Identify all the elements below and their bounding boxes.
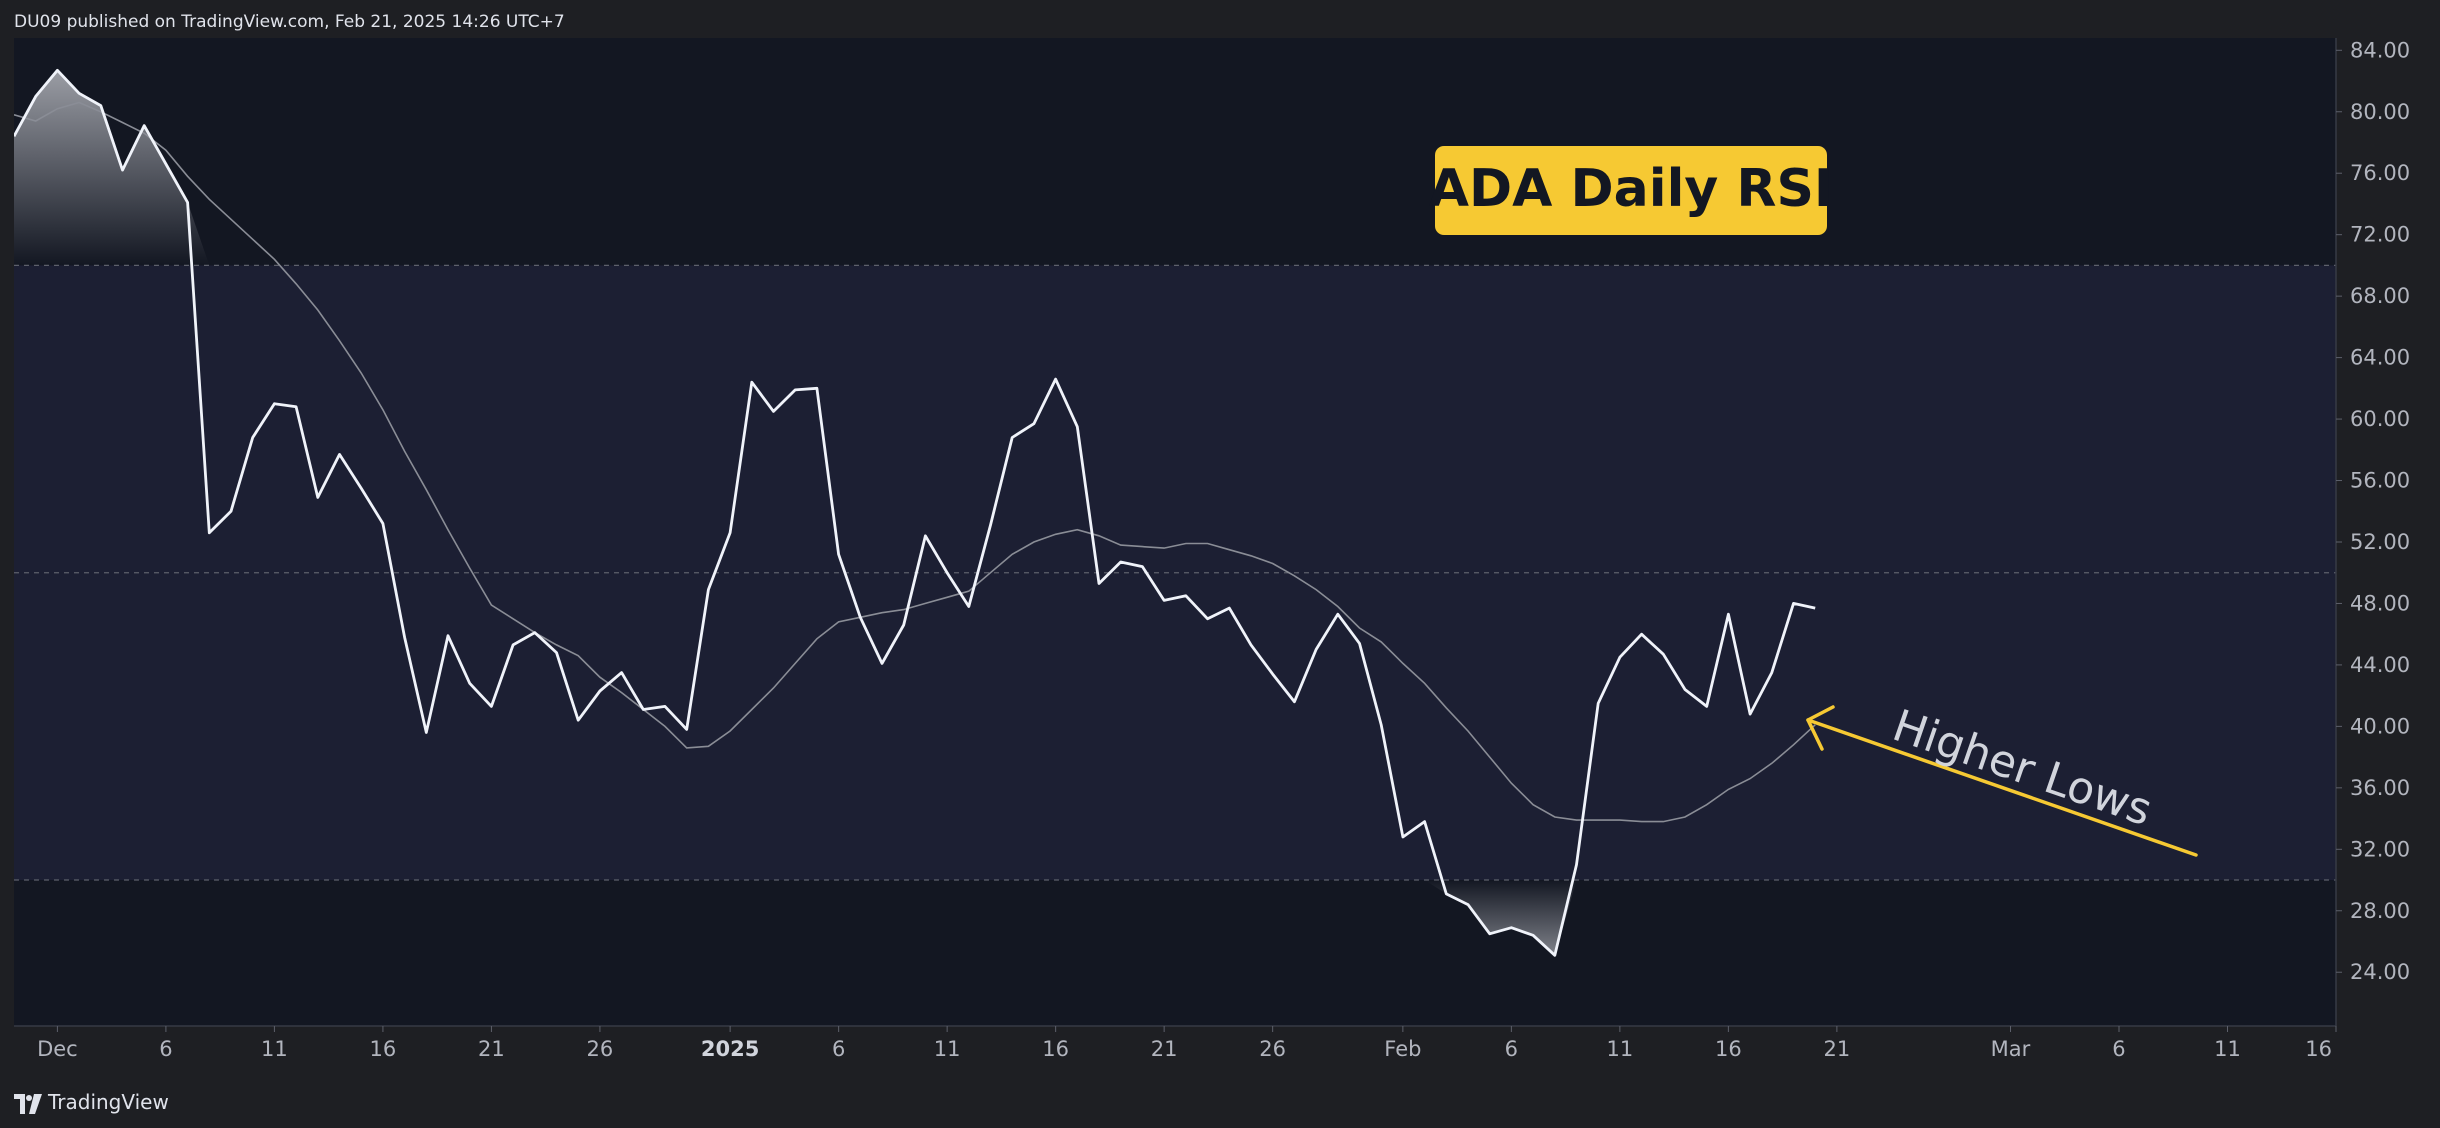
publish-header: DU09 published on TradingView.com, Feb 2… bbox=[0, 0, 2440, 38]
x-tick-label: 21 bbox=[478, 1037, 505, 1061]
y-tick-label: 40.00 bbox=[2350, 714, 2410, 738]
time-axis[interactable]: Dec 6 11 16 21 26 2025 6 11 16 21 26 Feb 6 11 16 21 Mar 6 1… bbox=[14, 1025, 2337, 1061]
x-tick-label: 11 bbox=[934, 1037, 961, 1061]
x-tick-label: 11 bbox=[2214, 1037, 2241, 1061]
y-tick-label: 36.00 bbox=[2350, 776, 2410, 800]
publish-text: DU09 published on TradingView.com, Feb 2… bbox=[14, 12, 565, 32]
y-tick-label: 80.00 bbox=[2350, 100, 2410, 124]
y-tick-label: 48.00 bbox=[2350, 591, 2410, 615]
chart-title: ADA Daily RSI bbox=[1429, 159, 1834, 219]
y-tick-label: 52.00 bbox=[2350, 530, 2410, 554]
title-background bbox=[1435, 146, 1827, 235]
y-tick-label: 64.00 bbox=[2350, 346, 2410, 370]
x-tick-label: Dec bbox=[37, 1037, 78, 1061]
y-tick-label: 32.00 bbox=[2350, 837, 2410, 861]
x-tick-label: 6 bbox=[832, 1037, 845, 1061]
x-tick-label: 16 bbox=[2305, 1037, 2332, 1061]
x-tick-label: 11 bbox=[261, 1037, 288, 1061]
x-tick-label: 16 bbox=[1715, 1037, 1742, 1061]
x-tick-label: 6 bbox=[1505, 1037, 1518, 1061]
x-tick-label: 6 bbox=[2112, 1037, 2125, 1061]
rsi-series-line bbox=[14, 68, 1816, 957]
x-tick-label: 16 bbox=[370, 1037, 397, 1061]
x-tick-label: 11 bbox=[1607, 1037, 1634, 1061]
y-tick-label: 72.00 bbox=[2350, 223, 2410, 247]
x-tick-label: 26 bbox=[1259, 1037, 1286, 1061]
x-tick-label: 16 bbox=[1042, 1037, 1069, 1061]
y-tick-label: 76.00 bbox=[2350, 161, 2410, 185]
y-tick-label: 68.00 bbox=[2350, 284, 2410, 308]
ma-series-line bbox=[14, 101, 1816, 823]
price-axis[interactable]: 84.00 80.00 76.00 72.00 68.00 64.00 60.00 56.00… bbox=[2335, 38, 2410, 1026]
chart-title-box: ADA Daily RSI bbox=[1429, 146, 1834, 235]
y-tick-label: 28.00 bbox=[2350, 899, 2410, 923]
x-tick-label: 21 bbox=[1824, 1037, 1851, 1061]
x-tick-label: 21 bbox=[1151, 1037, 1178, 1061]
arrow-shaft bbox=[1806, 718, 2198, 857]
y-tick-label: 44.00 bbox=[2350, 653, 2410, 677]
footer-brand[interactable]: TradingView bbox=[48, 1090, 169, 1114]
y-tick-label: 84.00 bbox=[2350, 38, 2410, 62]
footer-bar: TradingView bbox=[0, 1080, 2440, 1128]
x-tick-label: 6 bbox=[159, 1037, 172, 1061]
y-tick-label: 56.00 bbox=[2350, 469, 2410, 493]
x-tick-label: Feb bbox=[1384, 1037, 1421, 1061]
x-tick-label: Mar bbox=[1991, 1037, 2031, 1061]
rsi-chart[interactable]: ADA Daily RSI Higher Lows 84.0080.0076.0… bbox=[0, 0, 2440, 1080]
x-tick-label: 2025 bbox=[701, 1037, 759, 1061]
tradingview-logo-icon[interactable] bbox=[14, 1094, 42, 1114]
y-tick-label: 60.00 bbox=[2350, 407, 2410, 431]
arrow-head-icon bbox=[1806, 705, 1835, 751]
x-tick-label: 26 bbox=[587, 1037, 614, 1061]
y-tick-label: 24.00 bbox=[2350, 960, 2410, 984]
overbought-fill bbox=[14, 70, 1816, 266]
